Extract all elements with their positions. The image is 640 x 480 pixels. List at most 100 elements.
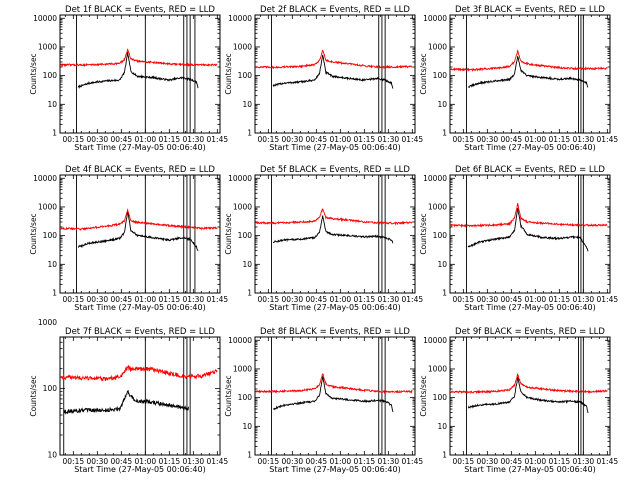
chart-title: Det 8f BLACK = Events, RED = LLD xyxy=(260,327,410,337)
chart-panel-6: Det 6f BLACK = Events, RED = LLD 1 10 100 10… xyxy=(419,165,618,312)
x-tick-label: 00:45 xyxy=(501,135,523,144)
x-tick-label: 01:45 xyxy=(402,135,424,144)
x-tick-label: 01:00 xyxy=(525,457,547,466)
x-tick-label: 00:30 xyxy=(477,295,499,304)
y-tick-label: 10 xyxy=(437,260,447,269)
series-line-events xyxy=(467,376,589,414)
chart-panel-8: Det 8f BLACK = Events, RED = LLD 1 10 100 10… xyxy=(224,327,423,474)
x-tick-label: 01:00 xyxy=(330,457,352,466)
x-tick-label: 01:15 xyxy=(549,295,571,304)
chart-title: Det 7f BLACK = Events, RED = LLD xyxy=(65,327,215,337)
series-line-lld xyxy=(60,364,218,382)
plot-frame xyxy=(254,174,416,294)
plot-frame xyxy=(449,336,611,456)
x-tick-label: 00:45 xyxy=(111,295,133,304)
y-tick-label: 10000 xyxy=(228,336,252,345)
y-axis-label: Counts/sec xyxy=(224,213,233,254)
x-tick-label: 00:30 xyxy=(87,457,109,466)
x-tick-label: 00:30 xyxy=(477,457,499,466)
y-tick-label: 10 xyxy=(437,100,447,109)
x-tick-label: 01:15 xyxy=(159,457,181,466)
x-tick-label: 01:45 xyxy=(207,457,229,466)
series-line-lld xyxy=(450,48,608,72)
x-tick-label: 00:15 xyxy=(258,295,280,304)
series-line-lld xyxy=(60,48,218,68)
x-tick-label: 01:30 xyxy=(573,295,595,304)
chart-title: Det 6f BLACK = Events, RED = LLD xyxy=(455,165,605,175)
plot-frame xyxy=(254,14,416,134)
y-tick-label: 10 xyxy=(437,422,447,431)
series-line-lld xyxy=(255,373,413,394)
y-axis-label: Counts/sec xyxy=(419,375,428,416)
x-tick-label: 01:45 xyxy=(207,295,229,304)
chart-title: Det 1f BLACK = Events, RED = LLD xyxy=(65,5,215,15)
y-axis-label: Counts/sec xyxy=(29,213,38,254)
x-tick-label: 01:30 xyxy=(183,457,205,466)
chart-title: Det 4f BLACK = Events, RED = LLD xyxy=(65,165,215,175)
y-tick-label: 1000 xyxy=(233,364,252,373)
y-tick-label: 10 xyxy=(242,422,252,431)
plot-frame xyxy=(59,14,221,134)
x-axis-label: Start Time (27-May-05 00:06:40) xyxy=(464,465,595,474)
y-tick-label: 10000 xyxy=(423,174,447,183)
x-axis-label: Start Time (27-May-05 00:06:40) xyxy=(74,465,205,474)
x-tick-label: 00:45 xyxy=(306,295,328,304)
x-tick-label: 00:45 xyxy=(306,135,328,144)
y-axis-label: Counts/sec xyxy=(29,53,38,94)
x-axis-label: Start Time (27-May-05 00:06:40) xyxy=(74,143,205,152)
x-tick-label: 01:45 xyxy=(597,457,619,466)
x-tick-label: 00:30 xyxy=(87,295,109,304)
series-line-lld xyxy=(255,49,413,70)
plot-frame xyxy=(449,174,611,294)
chart-panel-7: Det 7f BLACK = Events, RED = LLD 10 100 100… xyxy=(29,318,228,474)
x-axis-label: Start Time (27-May-05 00:06:40) xyxy=(269,465,400,474)
plot-frame xyxy=(449,14,611,134)
x-tick-label: 01:00 xyxy=(135,457,157,466)
y-tick-label: 100 xyxy=(43,71,58,80)
chart-title: Det 3f BLACK = Events, RED = LLD xyxy=(455,5,605,15)
y-tick-label: 10 xyxy=(47,100,57,109)
x-tick-label: 01:00 xyxy=(330,135,352,144)
y-tick-label: 1 xyxy=(247,451,252,460)
chart-title: Det 5f BLACK = Events, RED = LLD xyxy=(260,165,410,175)
x-tick-label: 00:30 xyxy=(87,135,109,144)
y-axis-label: Counts/sec xyxy=(29,375,38,416)
x-tick-label: 00:30 xyxy=(282,135,304,144)
y-tick-label: 100 xyxy=(238,71,253,80)
y-tick-label: 1 xyxy=(442,129,447,138)
y-tick-label: 1000 xyxy=(428,202,447,211)
x-tick-label: 01:30 xyxy=(183,295,205,304)
y-tick-label: 10000 xyxy=(33,174,57,183)
x-tick-label: 00:45 xyxy=(111,135,133,144)
x-tick-label: 00:15 xyxy=(453,295,475,304)
y-tick-label: 10000 xyxy=(33,14,57,23)
series-line-events xyxy=(272,215,394,244)
y-tick-label: 1 xyxy=(247,129,252,138)
y-tick-label: 1000 xyxy=(233,202,252,211)
x-tick-label: 01:15 xyxy=(549,135,571,144)
x-axis-label: Start Time (27-May-05 00:06:40) xyxy=(464,303,595,312)
chart-panel-1: Det 1f BLACK = Events, RED = LLD 1 10 100 10… xyxy=(29,5,228,152)
x-tick-label: 01:15 xyxy=(354,295,376,304)
x-tick-label: 01:15 xyxy=(354,135,376,144)
y-tick-label: 1000 xyxy=(428,364,447,373)
y-tick-label: 100 xyxy=(43,384,58,393)
chart-panel-4: Det 4f BLACK = Events, RED = LLD 1 10 100 10… xyxy=(29,165,228,312)
x-tick-label: 00:45 xyxy=(501,457,523,466)
x-tick-label: 00:30 xyxy=(477,135,499,144)
x-axis-label: Start Time (27-May-05 00:06:40) xyxy=(269,303,400,312)
y-tick-label: 10000 xyxy=(423,14,447,23)
chart-panel-9: Det 9f BLACK = Events, RED = LLD 1 10 100 10… xyxy=(419,327,618,474)
chart-panel-2: Det 2f BLACK = Events, RED = LLD 1 10 100 10… xyxy=(224,5,423,152)
x-tick-label: 00:15 xyxy=(63,135,85,144)
series-line-lld xyxy=(60,208,218,231)
x-tick-label: 00:45 xyxy=(306,457,328,466)
x-tick-label: 01:45 xyxy=(402,457,424,466)
x-tick-label: 01:45 xyxy=(597,295,619,304)
x-tick-label: 01:30 xyxy=(573,457,595,466)
x-tick-label: 00:15 xyxy=(63,457,85,466)
x-tick-label: 01:00 xyxy=(135,295,157,304)
y-tick-label: 100 xyxy=(433,231,448,240)
chart-panel-3: Det 3f BLACK = Events, RED = LLD 1 10 100 10… xyxy=(419,5,618,152)
